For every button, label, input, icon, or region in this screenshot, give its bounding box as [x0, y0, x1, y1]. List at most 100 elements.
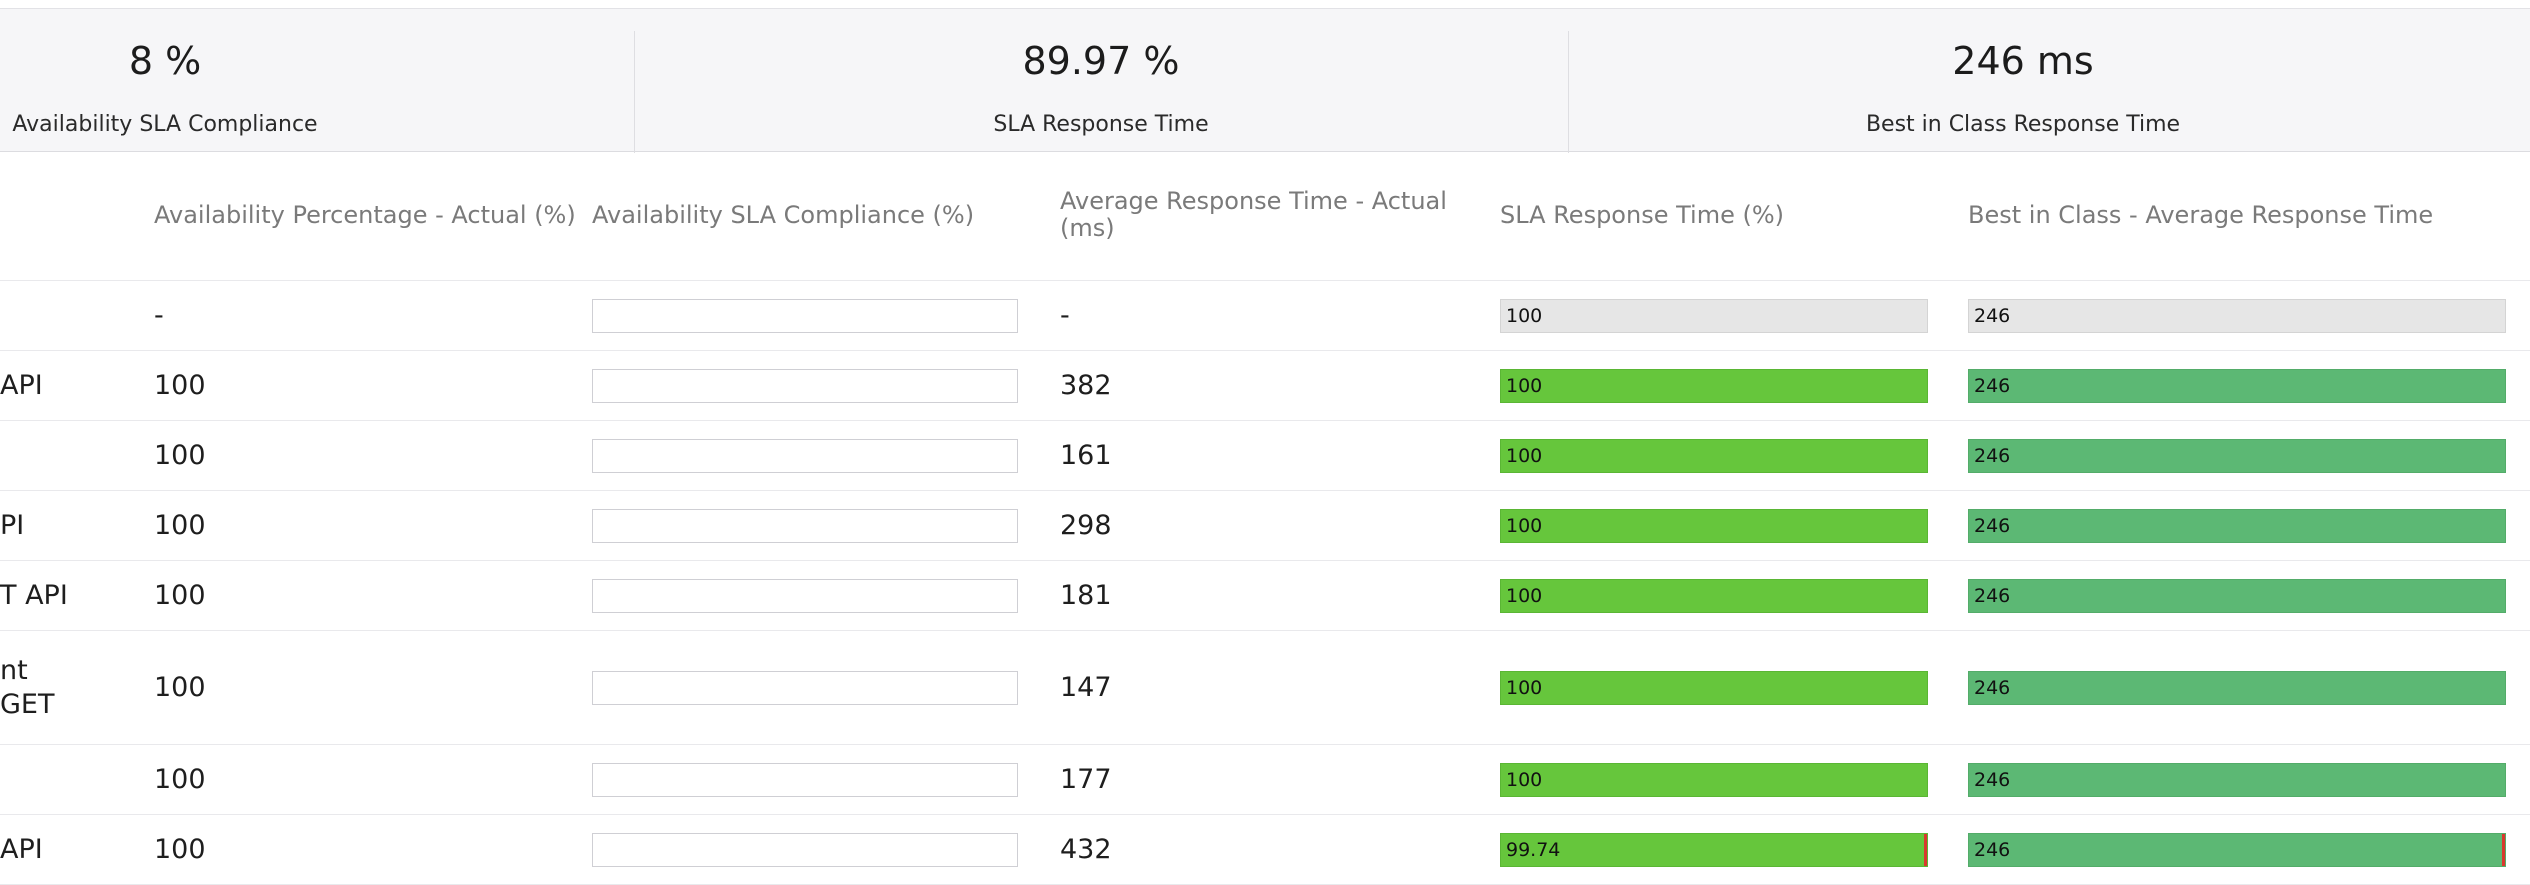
sla-response-bar-label: 100 — [1506, 768, 1543, 791]
availability-sla-bar — [592, 368, 1018, 403]
sla-response-bar: 100 — [1500, 438, 1928, 473]
availability-sla-label: Availability SLA Compliance — [12, 112, 318, 137]
row-name-cell[interactable] — [0, 420, 154, 491]
avg-response-cell: 177 — [1060, 744, 1500, 815]
availability-actual-value: 100 — [154, 834, 206, 865]
availability-actual-cell: - — [154, 280, 592, 351]
summary-divider — [1568, 31, 1569, 153]
avg-response-cell: 382 — [1060, 350, 1500, 421]
sla-response-cell: 100 — [1500, 490, 1968, 561]
avg-response-cell: 432 — [1060, 814, 1500, 885]
availability-actual-value: 100 — [154, 440, 206, 471]
best-in-class-cell: 246 — [1968, 350, 2530, 421]
avg-response-value: 181 — [1060, 580, 1112, 611]
row-name[interactable]: PI — [0, 509, 25, 541]
column-header-sla-response[interactable]: SLA Response Time (%) — [1500, 150, 1968, 281]
column-header-availability-actual[interactable]: Availability Percentage - Actual (%) — [154, 150, 592, 281]
availability-sla-cell — [592, 744, 1060, 815]
row-name[interactable]: nt GET — [0, 654, 55, 720]
availability-actual-cell: 100 — [154, 560, 592, 631]
best-in-class-bar: 246 — [1968, 670, 2506, 705]
best-in-class-bar-label: 246 — [1974, 374, 2011, 397]
availability-actual-cell: 100 — [154, 350, 592, 421]
avg-response-cell: 161 — [1060, 420, 1500, 491]
table-header-row: Availability Percentage - Actual (%) Ava… — [0, 150, 2530, 281]
availability-sla-bar — [592, 508, 1018, 543]
column-header-avg-response[interactable]: Average Response Time - Actual (ms) — [1060, 150, 1500, 281]
table-row[interactable]: T API 100 181 100 246 — [0, 560, 2530, 631]
table-row[interactable]: 100 177 100 246 — [0, 744, 2530, 815]
sla-response-summary: 89.97 % SLA Response Time — [634, 9, 1568, 151]
row-name[interactable]: T API — [0, 579, 68, 611]
sla-response-cell: 100 — [1500, 630, 1968, 745]
avg-response-value: 382 — [1060, 370, 1112, 401]
availability-actual-cell: 100 — [154, 490, 592, 561]
row-name-cell[interactable]: nt GET — [0, 630, 154, 745]
best-in-class-bar: 246 — [1968, 832, 2506, 867]
sla-response-bar-label: 100 — [1506, 304, 1543, 327]
sla-response-cell: 100 — [1500, 744, 1968, 815]
column-header-best-in-class[interactable]: Best in Class - Average Response Time — [1968, 150, 2530, 281]
sla-response-cell: 100 — [1500, 560, 1968, 631]
best-in-class-cell: 246 — [1968, 630, 2530, 745]
row-name-cell[interactable]: API — [0, 814, 154, 885]
row-name-cell[interactable]: PI — [0, 490, 154, 561]
sla-response-bar: 100 — [1500, 508, 1928, 543]
avg-response-value: 147 — [1060, 672, 1112, 703]
row-name[interactable]: API — [0, 369, 43, 401]
availability-actual-cell: 100 — [154, 630, 592, 745]
best-in-class-bar: 246 — [1968, 508, 2506, 543]
row-name-cell[interactable]: API — [0, 350, 154, 421]
sla-response-bar: 100 — [1500, 578, 1928, 613]
best-in-class-bar: 246 — [1968, 368, 2506, 403]
best-in-class-summary: 246 ms Best in Class Response Time — [1568, 9, 2478, 151]
sla-response-cell: 100 — [1500, 420, 1968, 491]
best-threshold-marker — [2502, 833, 2505, 866]
table-row[interactable]: API 100 432 99.74 246 — [0, 814, 2530, 885]
best-in-class-bar-label: 246 — [1974, 676, 2011, 699]
sla-response-bar-label: 100 — [1506, 676, 1543, 699]
row-name-cell[interactable] — [0, 280, 154, 351]
table-row[interactable]: API 100 382 100 246 — [0, 350, 2530, 421]
sla-response-bar: 100 — [1500, 670, 1928, 705]
best-in-class-cell: 246 — [1968, 560, 2530, 631]
row-name-cell[interactable]: T API — [0, 560, 154, 631]
row-name-cell[interactable] — [0, 744, 154, 815]
availability-sla-bar — [592, 762, 1018, 797]
row-name[interactable]: API — [0, 833, 43, 865]
availability-actual-value: 100 — [154, 580, 206, 611]
best-in-class-bar-label: 246 — [1974, 304, 2011, 327]
availability-sla-cell — [592, 420, 1060, 491]
availability-actual-cell: 100 — [154, 744, 592, 815]
availability-actual-cell: 100 — [154, 814, 592, 885]
best-in-class-cell: 246 — [1968, 280, 2530, 351]
availability-actual-value: - — [154, 300, 164, 331]
sla-response-label: SLA Response Time — [993, 112, 1209, 137]
avg-response-cell: 298 — [1060, 490, 1500, 561]
table-row[interactable]: PI 100 298 100 246 — [0, 490, 2530, 561]
best-in-class-bar-label: 246 — [1974, 768, 2011, 791]
table-row[interactable]: - - 100 246 — [0, 280, 2530, 351]
availability-sla-bar — [592, 832, 1018, 867]
availability-actual-value: 100 — [154, 370, 206, 401]
availability-sla-bar — [592, 438, 1018, 473]
availability-sla-cell — [592, 560, 1060, 631]
availability-sla-bar — [592, 578, 1018, 613]
best-in-class-bar: 246 — [1968, 298, 2506, 333]
column-header-name[interactable] — [0, 150, 154, 281]
avg-response-value: 298 — [1060, 510, 1112, 541]
avg-response-value: 161 — [1060, 440, 1112, 471]
table-row[interactable]: nt GET 100 147 100 246 — [0, 630, 2530, 745]
availability-actual-value: 100 — [154, 764, 206, 795]
sla-response-bar: 99.74 — [1500, 832, 1928, 867]
sla-response-bar: 100 — [1500, 368, 1928, 403]
sla-threshold-marker — [1924, 833, 1927, 866]
availability-sla-cell — [592, 350, 1060, 421]
sla-response-value: 89.97 % — [1022, 39, 1180, 83]
column-header-availability-sla[interactable]: Availability SLA Compliance (%) — [592, 150, 1060, 281]
availability-sla-cell — [592, 814, 1060, 885]
best-in-class-cell: 246 — [1968, 814, 2530, 885]
availability-sla-cell — [592, 280, 1060, 351]
table-row[interactable]: 100 161 100 246 — [0, 420, 2530, 491]
summary-divider — [634, 31, 635, 153]
